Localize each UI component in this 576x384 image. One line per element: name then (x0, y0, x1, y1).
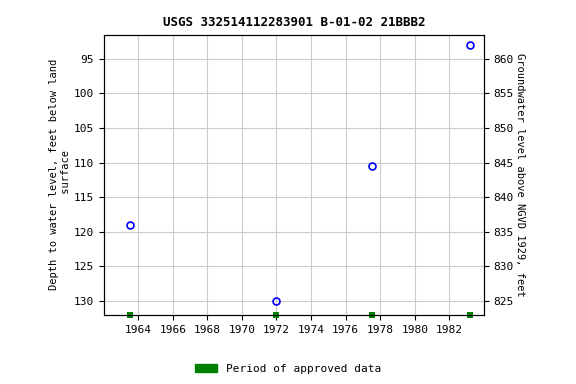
Y-axis label: Depth to water level, feet below land
 surface: Depth to water level, feet below land su… (50, 59, 71, 290)
Y-axis label: Groundwater level above NGVD 1929, feet: Groundwater level above NGVD 1929, feet (515, 53, 525, 296)
Title: USGS 332514112283901 B-01-02 21BBB2: USGS 332514112283901 B-01-02 21BBB2 (162, 16, 425, 29)
Legend: Period of approved data: Period of approved data (191, 359, 385, 379)
